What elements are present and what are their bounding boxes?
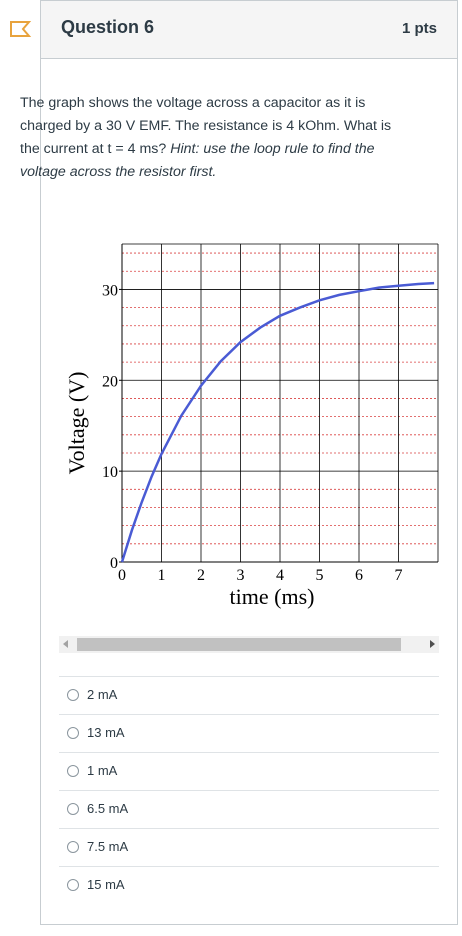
question-hint: Hint: use the loop rule to find the volt… [20, 141, 375, 180]
answer-option[interactable]: 2 mA [59, 676, 439, 714]
radio-button[interactable] [67, 765, 79, 777]
question-points: 1 pts [401, 20, 437, 37]
question-card: Question 6 1 pts [40, 0, 458, 925]
x-tick-label: 7 [395, 567, 403, 584]
x-tick-label: 4 [276, 567, 284, 584]
x-tick-label: 1 [158, 567, 166, 584]
x-tick-label: 3 [237, 567, 245, 584]
horizontal-scrollbar[interactable] [59, 636, 439, 653]
radio-button[interactable] [67, 689, 79, 701]
voltage-chart: 0 10 20 30 0 1 2 3 4 5 6 7 Voltage (V) time (ms) [64, 243, 439, 609]
y-axis-label: Voltage (V) [64, 372, 89, 475]
radio-button[interactable] [67, 841, 79, 853]
x-axis-label: time (ms) [230, 584, 315, 609]
answer-option[interactable]: 1 mA [59, 752, 439, 790]
question-text-main: The graph shows the voltage across a cap… [20, 95, 392, 157]
bookmark-flag-icon[interactable] [6, 18, 34, 46]
voltage-curve [120, 281, 435, 563]
scroll-right-icon[interactable] [430, 640, 435, 648]
answer-label: 6.5 mA [87, 801, 129, 816]
scrollbar-thumb[interactable] [77, 638, 401, 651]
y-tick-label: 0 [110, 555, 118, 572]
answer-option[interactable]: 15 mA [59, 866, 439, 904]
answer-label: 15 mA [87, 877, 125, 892]
radio-button[interactable] [67, 879, 79, 891]
y-tick-label: 30 [102, 282, 118, 299]
answer-option[interactable]: 6.5 mA [59, 790, 439, 828]
answer-option[interactable]: 7.5 mA [59, 828, 439, 866]
answer-option[interactable]: 13 mA [59, 714, 439, 752]
answer-list: 2 mA 13 mA 1 mA 6.5 mA 7.5 mA 15 mA [59, 676, 439, 904]
x-tick-label: 6 [355, 567, 363, 584]
x-tick-label: 5 [316, 567, 324, 584]
radio-button[interactable] [67, 803, 79, 815]
x-tick-label: 2 [197, 567, 205, 584]
answer-label: 1 mA [87, 763, 118, 778]
question-title: Question 6 [61, 17, 155, 37]
radio-button[interactable] [67, 727, 79, 739]
y-tick-label: 20 [102, 373, 118, 390]
scroll-left-icon[interactable] [63, 640, 68, 648]
answer-label: 13 mA [87, 725, 125, 740]
y-tick-label: 10 [102, 464, 118, 481]
question-header: Question 6 1 pts [41, 1, 457, 59]
answer-label: 7.5 mA [87, 839, 129, 854]
question-text: The graph shows the voltage across a cap… [20, 92, 400, 184]
answer-label: 2 mA [87, 687, 118, 702]
x-tick-label: 0 [118, 567, 126, 584]
